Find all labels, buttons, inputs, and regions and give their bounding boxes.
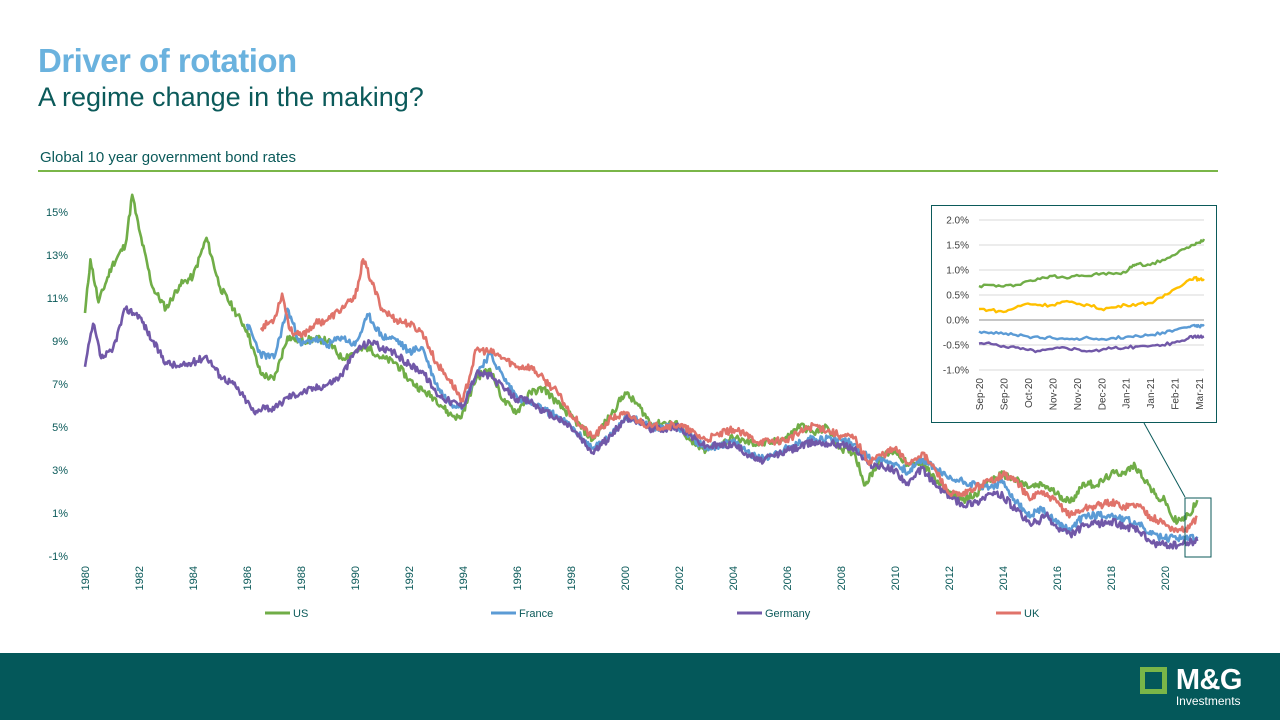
inset-x-tick-label: Sep-20	[999, 378, 1010, 411]
inset-series-line-0	[978, 238, 1206, 289]
y-tick-label: 13%	[46, 250, 68, 262]
legend-label-uk: UK	[1024, 608, 1040, 620]
x-tick-label: 1994	[458, 566, 470, 590]
page-subtitle: A regime change in the making?	[38, 82, 424, 112]
x-tick-label: 2020	[1160, 566, 1172, 590]
zoom-connector-line	[1143, 422, 1186, 498]
main-chart-legend: US France Germany UK	[265, 608, 1040, 620]
inset-x-tick-label: Nov-20	[1048, 378, 1059, 411]
zoom-highlight-box	[1184, 497, 1212, 558]
inset-x-tick-label: Nov-20	[1073, 378, 1084, 411]
title-divider	[38, 170, 1218, 172]
y-tick-label: 1%	[52, 508, 68, 520]
inset-y-tick-label: 0.5%	[946, 291, 969, 302]
main-chart-x-axis: 1980 1982 1984 1986 1988 1990 1992 1994 1996 1998…	[80, 566, 1172, 590]
inset-series-line-1	[978, 275, 1205, 314]
chart-label: Global 10 year government bond rates	[40, 149, 296, 166]
main-chart-y-axis: -1% 1% 3% 5% 7% 9% 11% 13% 15%	[46, 207, 68, 563]
inset-chart-lines	[978, 238, 1206, 354]
brand-logo: M&G Investments	[1139, 664, 1243, 708]
x-tick-label: 2018	[1106, 566, 1118, 590]
legend-label-germany: Germany	[765, 608, 811, 620]
inset-y-tick-label: 1.5%	[946, 241, 969, 252]
x-tick-label: 2000	[620, 566, 632, 590]
logo-square-icon	[1139, 667, 1167, 694]
y-tick-label: 3%	[52, 465, 68, 477]
x-tick-label: 1996	[512, 566, 524, 590]
inset-y-tick-label: 1.0%	[946, 266, 969, 277]
y-tick-label: 9%	[52, 336, 68, 348]
inset-x-tick-label: Sep-20	[975, 378, 986, 411]
inset-x-tick-label: Mar-21	[1195, 378, 1206, 410]
inset-y-tick-label: 0.0%	[946, 316, 969, 327]
x-tick-label: 2012	[944, 566, 956, 590]
logo-name: M&G	[1175, 664, 1243, 696]
inset-series-line-2	[978, 323, 1205, 342]
footer-bar: M&G Investments	[0, 653, 1280, 720]
x-tick-label: 2014	[998, 566, 1010, 590]
legend-label-france: France	[519, 608, 553, 620]
inset-x-tick-label: Feb-21	[1171, 378, 1182, 410]
x-tick-label: 1980	[80, 566, 92, 590]
x-tick-label: 1990	[350, 566, 362, 590]
x-tick-label: 2008	[836, 566, 848, 590]
inset-x-tick-label: Jan-21	[1122, 378, 1133, 409]
legend-label-us: US	[293, 608, 308, 620]
main-chart-lines	[83, 193, 1199, 550]
x-tick-label: 2006	[782, 566, 794, 590]
x-tick-label: 1984	[188, 566, 200, 590]
y-tick-label: 11%	[47, 293, 68, 305]
inset-x-tick-label: Dec-20	[1097, 378, 1108, 411]
inset-x-tick-label: Jan-21	[1146, 378, 1157, 409]
x-tick-label: 2004	[728, 566, 740, 590]
inset-y-tick-label: 2.0%	[946, 216, 969, 227]
inset-chart-y-axis: -1.0% -0.5% 0.0% 0.5% 1.0% 1.5% 2.0%	[943, 216, 969, 377]
inset-chart-x-axis: Sep-20 Sep-20 Oct-20 Nov-20 Nov-20 Dec-20 Jan-…	[975, 378, 1206, 411]
series-line-uk	[259, 258, 1198, 534]
x-tick-label: 1992	[404, 566, 416, 590]
y-tick-label: 5%	[52, 422, 68, 434]
x-tick-label: 2016	[1052, 566, 1064, 590]
logo-sub: Investments	[1175, 694, 1241, 708]
inset-chart: -1.0%-0.5%0.0%0.5%1.0%1.5%2.0% Sep-20 Sep…	[943, 216, 1206, 411]
main-chart: -1%1%3%5%7%9%11%13%15% 1980 1982 1984 1986 1…	[46, 193, 1212, 620]
page-title: Driver of rotation	[38, 42, 297, 79]
y-tick-label: 7%	[52, 379, 68, 391]
x-tick-label: 2002	[674, 566, 686, 590]
y-tick-label: 15%	[46, 207, 68, 219]
inset-series-line-3	[978, 334, 1205, 354]
inset-y-tick-label: -0.5%	[943, 341, 969, 352]
x-tick-label: 1982	[134, 566, 146, 590]
inset-chart-panel: -1.0% -0.5% 0.0% 0.5% 1.0% 1.5% 2.0% Sep-20 Sep…	[931, 205, 1217, 423]
inset-y-tick-label: -1.0%	[943, 366, 969, 377]
x-tick-label: 1986	[242, 566, 254, 590]
inset-x-tick-label: Oct-20	[1024, 378, 1035, 408]
x-tick-label: 2010	[890, 566, 902, 590]
y-tick-label: -1%	[48, 551, 68, 563]
x-tick-label: 1988	[296, 566, 308, 590]
x-tick-label: 1998	[566, 566, 578, 590]
